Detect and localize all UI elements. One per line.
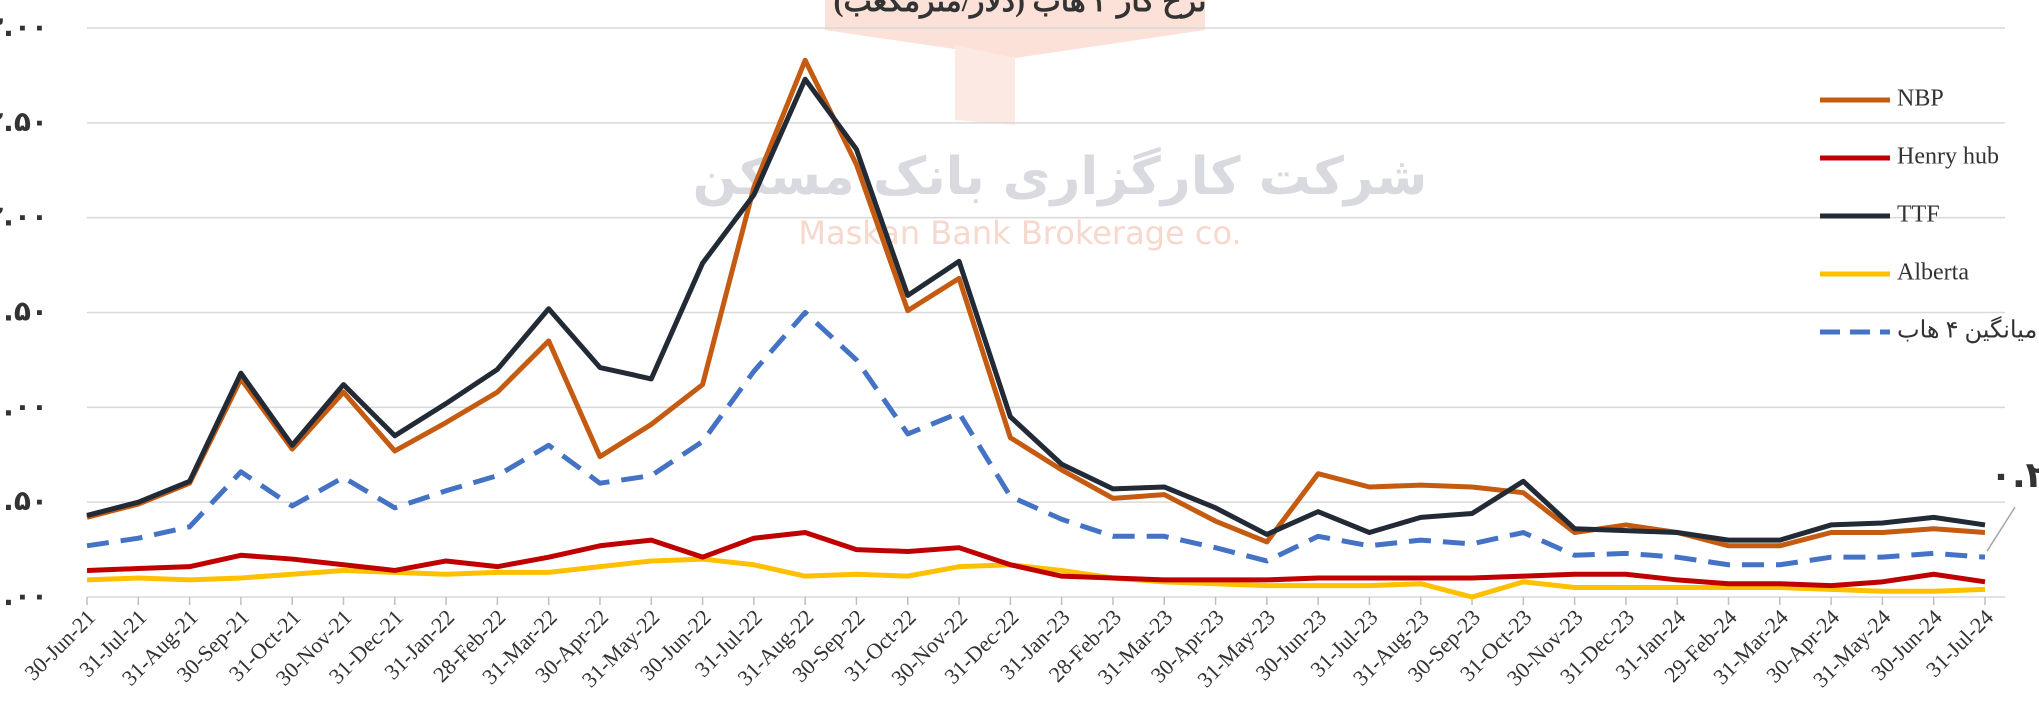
series-line	[86, 57, 1986, 549]
y-tick-label: ۰.۰۰	[0, 579, 48, 612]
y-tick-label: ۳.۰۰	[0, 10, 48, 43]
series-line	[86, 76, 1986, 543]
legend-label: NBP	[1897, 86, 1944, 112]
y-tick-label: ۰.۵۰	[0, 484, 48, 517]
y-tick-label: ۲.۰۰	[0, 200, 48, 233]
series-line	[86, 530, 1986, 589]
legend-label: Henry hub	[1897, 144, 1999, 170]
logo-shape	[825, 0, 1205, 58]
series-line	[86, 310, 1986, 568]
y-tick-label: ۲.۵۰	[0, 105, 48, 138]
watermark: Maskan Bank Brokerage co.	[798, 214, 1241, 252]
y-tick-label: ۱.۰۰	[0, 389, 48, 422]
series-line	[86, 556, 1986, 600]
legend-label: میانگین ۴ هاب	[1897, 316, 2037, 344]
annotation: ۰.۲۱	[1990, 455, 2039, 496]
legend-label: Alberta	[1897, 260, 1969, 286]
legend-label: TTF	[1897, 202, 1940, 228]
watermark: شرکت کارگزاری بانک مسکن	[693, 146, 1428, 207]
annotation-leader	[1986, 506, 2016, 552]
chart-title: نرخ گاز ۴ هاب (دلار/مترمکعب)	[833, 0, 1206, 19]
y-tick-label: ۱.۵۰	[0, 295, 48, 328]
logo-shape	[955, 45, 1015, 125]
